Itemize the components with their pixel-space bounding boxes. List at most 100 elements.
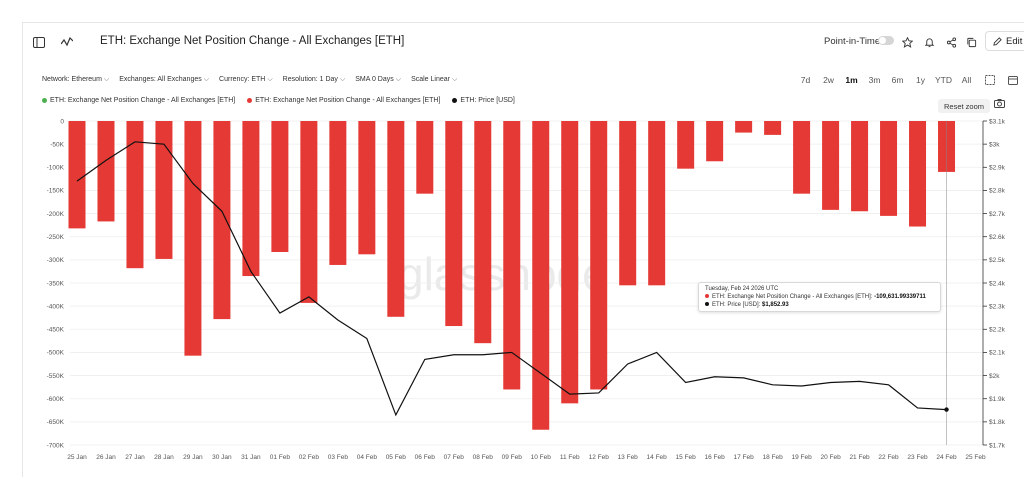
x-tick-label: 21 Feb <box>849 454 870 461</box>
bar <box>445 121 463 327</box>
y-right-tick-label: $2.2k <box>989 327 1006 334</box>
x-tick-label: 20 Feb <box>820 454 841 461</box>
x-tick-label: 09 Feb <box>502 454 523 461</box>
x-axis: 25 Jan 26 Jan 27 Jan 28 Jan 29 Jan 30 Jan 31 J… <box>67 454 986 461</box>
x-tick-label: 05 Feb <box>386 454 407 461</box>
bar <box>358 121 376 255</box>
filter-network[interactable]: Network: Ethereum ⌵ <box>42 76 110 83</box>
y-right-tick-label: $2.1k <box>989 350 1006 357</box>
y-left-tick-label: -250K <box>47 234 65 241</box>
x-tick-label: 16 Feb <box>705 454 726 461</box>
chevron-down-icon: ⌵ <box>267 76 273 83</box>
legend-item-positive[interactable]: ETH: Exchange Net Position Change - All … <box>42 97 235 104</box>
bar <box>532 121 550 430</box>
bar <box>242 121 260 277</box>
chevron-down-icon: ⌵ <box>451 76 458 83</box>
y-right-tick-label: $2.5k <box>989 257 1006 264</box>
legend-dot <box>247 97 253 103</box>
range-3m[interactable]: 3m <box>868 75 881 85</box>
bar <box>387 121 405 317</box>
bar <box>68 121 86 229</box>
range-2w[interactable]: 2w <box>823 75 834 85</box>
custom-range-icon[interactable] <box>978 72 1001 88</box>
filter-resolution[interactable]: Resolution: 1 Day ⌵ <box>282 76 346 83</box>
filter-scale[interactable]: Scale Linear ⌵ <box>411 76 458 83</box>
y-right-tick-label: $2.4k <box>989 280 1006 287</box>
range-1y[interactable]: 1y <box>916 75 925 85</box>
y-right-tick-label: $2k <box>989 373 1000 380</box>
chart-frame <box>22 22 1024 477</box>
y-left-tick-label: -300K <box>47 257 65 264</box>
tooltip-dot <box>705 294 709 299</box>
x-tick-label: 11 Feb <box>560 454 580 461</box>
bar <box>300 121 318 303</box>
price-point-marker <box>944 407 949 412</box>
y-right-tick-label: $2.6k <box>989 234 1006 241</box>
y-right-tick-label: $2.3k <box>989 303 1006 310</box>
star-icon[interactable] <box>898 33 916 51</box>
tooltip-date: Tuesday, Feb 24 2026 UTC <box>705 286 779 292</box>
point-in-time-toggle[interactable] <box>878 36 894 45</box>
x-tick-label: 06 Feb <box>415 454 436 461</box>
range-all[interactable]: All <box>961 75 972 85</box>
x-tick-label: 31 Jan <box>241 454 261 461</box>
price-series <box>76 121 949 445</box>
bar <box>793 121 811 194</box>
x-tick-label: 15 Feb <box>676 454 697 461</box>
share-icon[interactable] <box>942 33 960 51</box>
pencil-icon <box>993 36 1002 46</box>
y-left-tick-label: -150K <box>47 188 65 195</box>
y-left-tick-label: 0 <box>60 118 64 125</box>
calendar-icon[interactable] <box>1001 72 1024 88</box>
bar-series <box>68 121 956 430</box>
filter-exchanges[interactable]: Exchanges: All Exchanges ⌵ <box>119 76 210 83</box>
legend-item-price[interactable]: ETH: Price [USD] <box>452 97 515 104</box>
range-ytd[interactable]: YTD <box>935 75 952 85</box>
bell-icon[interactable] <box>920 33 938 51</box>
bar <box>619 121 637 286</box>
bar <box>764 121 782 135</box>
filter-bar: Network: Ethereum ⌵ Exchanges: All Exchan… <box>42 76 457 84</box>
bar <box>909 121 927 227</box>
bar <box>155 121 173 259</box>
sidebar-toggle-icon[interactable] <box>30 33 48 51</box>
bar <box>184 121 202 356</box>
x-tick-label: 02 Feb <box>299 454 320 461</box>
bar <box>416 121 434 194</box>
chevron-down-icon: ⌵ <box>103 76 110 83</box>
bar <box>503 121 521 390</box>
camera-icon[interactable] <box>994 99 1005 110</box>
range-7d[interactable]: 7d <box>800 75 811 85</box>
y-left-tick-label: -50K <box>50 141 64 148</box>
filter-currency[interactable]: Currency: ETH ⌵ <box>219 76 273 83</box>
range-1m[interactable]: 1m <box>845 75 858 85</box>
y-left-tick-label: -650K <box>47 419 65 426</box>
bar <box>329 121 347 265</box>
copy-icon[interactable] <box>962 33 980 51</box>
x-tick-label: 27 Jan <box>125 454 145 461</box>
x-tick-label: 07 Feb <box>444 454 465 461</box>
x-tick-label: 01 Feb <box>270 454 291 461</box>
page-title: ETH: Exchange Net Position Change - All … <box>100 35 405 47</box>
bar <box>880 121 898 216</box>
y-right-tick-label: $2.8k <box>989 188 1006 195</box>
range-6m[interactable]: 6m <box>891 75 904 85</box>
bar <box>271 121 289 252</box>
y-left-tick-label: -500K <box>47 350 65 357</box>
point-in-time-label: Point-in-Time <box>824 36 881 47</box>
bar <box>735 121 753 133</box>
edit-button[interactable]: Edit <box>985 31 1024 51</box>
y-right-tick-label: $3k <box>989 141 1000 148</box>
x-tick-label: 18 Feb <box>762 454 783 461</box>
chevron-down-icon: ⌵ <box>395 76 402 83</box>
y-left-tick-label: -600K <box>47 396 65 403</box>
legend-item-negative[interactable]: ETH: Exchange Net Position Change - All … <box>247 97 440 104</box>
filter-sma[interactable]: SMA 0 Days ⌵ <box>355 76 402 83</box>
y-left-tick-label: -400K <box>47 303 65 310</box>
x-tick-label: 23 Feb <box>907 454 928 461</box>
tooltip-row-price: ETH: Price [USD]: $1,852.93 <box>705 302 934 308</box>
chart-tooltip: Tuesday, Feb 24 2026 UTC ETH: Exchange N… <box>698 282 941 312</box>
y-left-tick-label: -700K <box>47 442 65 449</box>
reset-zoom-button[interactable]: Reset zoom <box>938 99 991 113</box>
